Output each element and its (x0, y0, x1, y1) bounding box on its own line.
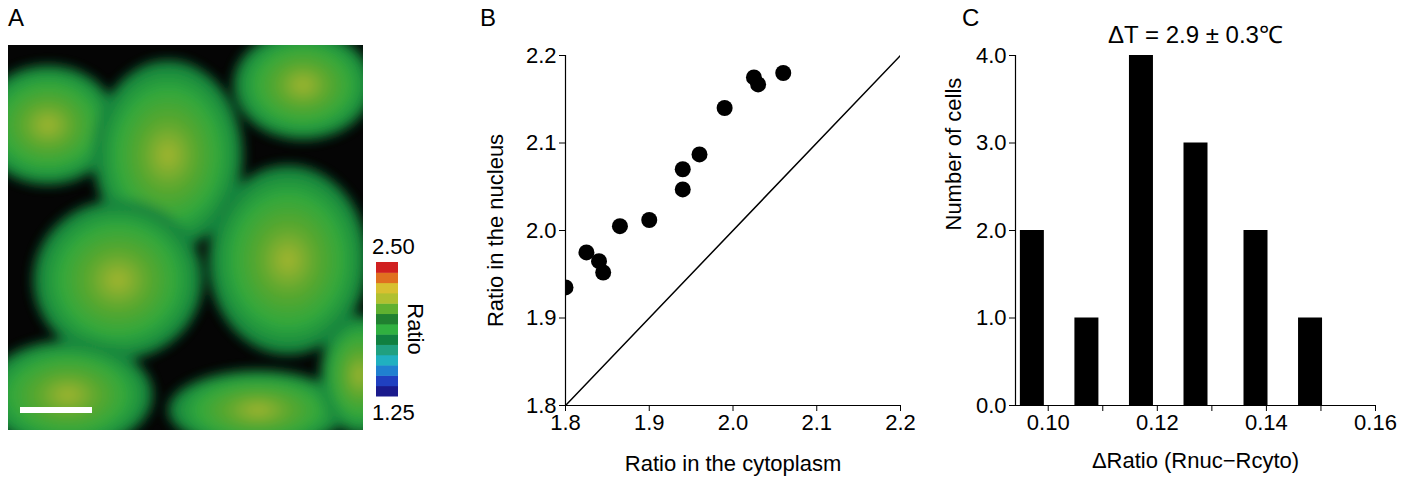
svg-text:2.0: 2.0 (526, 218, 557, 243)
svg-text:2.1: 2.1 (801, 410, 832, 435)
svg-text:1.0: 1.0 (976, 305, 1007, 330)
svg-text:2.0: 2.0 (718, 410, 749, 435)
svg-text:0.12: 0.12 (1136, 410, 1179, 435)
svg-text:Ratio in the cytoplasm: Ratio in the cytoplasm (625, 451, 841, 476)
svg-text:Ratio in the nucleus: Ratio in the nucleus (483, 134, 508, 327)
svg-text:0.14: 0.14 (1245, 410, 1288, 435)
svg-text:2.50: 2.50 (372, 234, 415, 259)
svg-text:1.25: 1.25 (372, 400, 415, 425)
svg-text:3.0: 3.0 (976, 130, 1007, 155)
svg-text:1.9: 1.9 (634, 410, 665, 435)
svg-text:0.16: 0.16 (1354, 410, 1397, 435)
svg-text:2.2: 2.2 (526, 43, 557, 68)
svg-text:2.0: 2.0 (976, 218, 1007, 243)
svg-text:0.0: 0.0 (976, 393, 1007, 418)
svg-text:Number of cells: Number of cells (941, 78, 966, 231)
svg-text:Ratio: Ratio (403, 303, 428, 354)
svg-text:1.8: 1.8 (525, 392, 557, 418)
svg-text:2.1: 2.1 (526, 130, 557, 155)
svg-text:0.10: 0.10 (1027, 410, 1070, 435)
svg-text:1.9: 1.9 (526, 305, 557, 330)
svg-text:2.2: 2.2 (885, 410, 916, 435)
svg-text:ΔT = 2.9 ± 0.3℃: ΔT = 2.9 ± 0.3℃ (1108, 21, 1283, 48)
html-text:A: A (8, 4, 24, 31)
svg-text:4.0: 4.0 (976, 43, 1007, 68)
html-text:C: C (962, 4, 980, 31)
html-text:B: B (480, 4, 496, 31)
svg-text:ΔRatio (Rnuc−Rcyto): ΔRatio (Rnuc−Rcyto) (1092, 448, 1299, 473)
svg-text:1.8: 1.8 (550, 410, 581, 435)
